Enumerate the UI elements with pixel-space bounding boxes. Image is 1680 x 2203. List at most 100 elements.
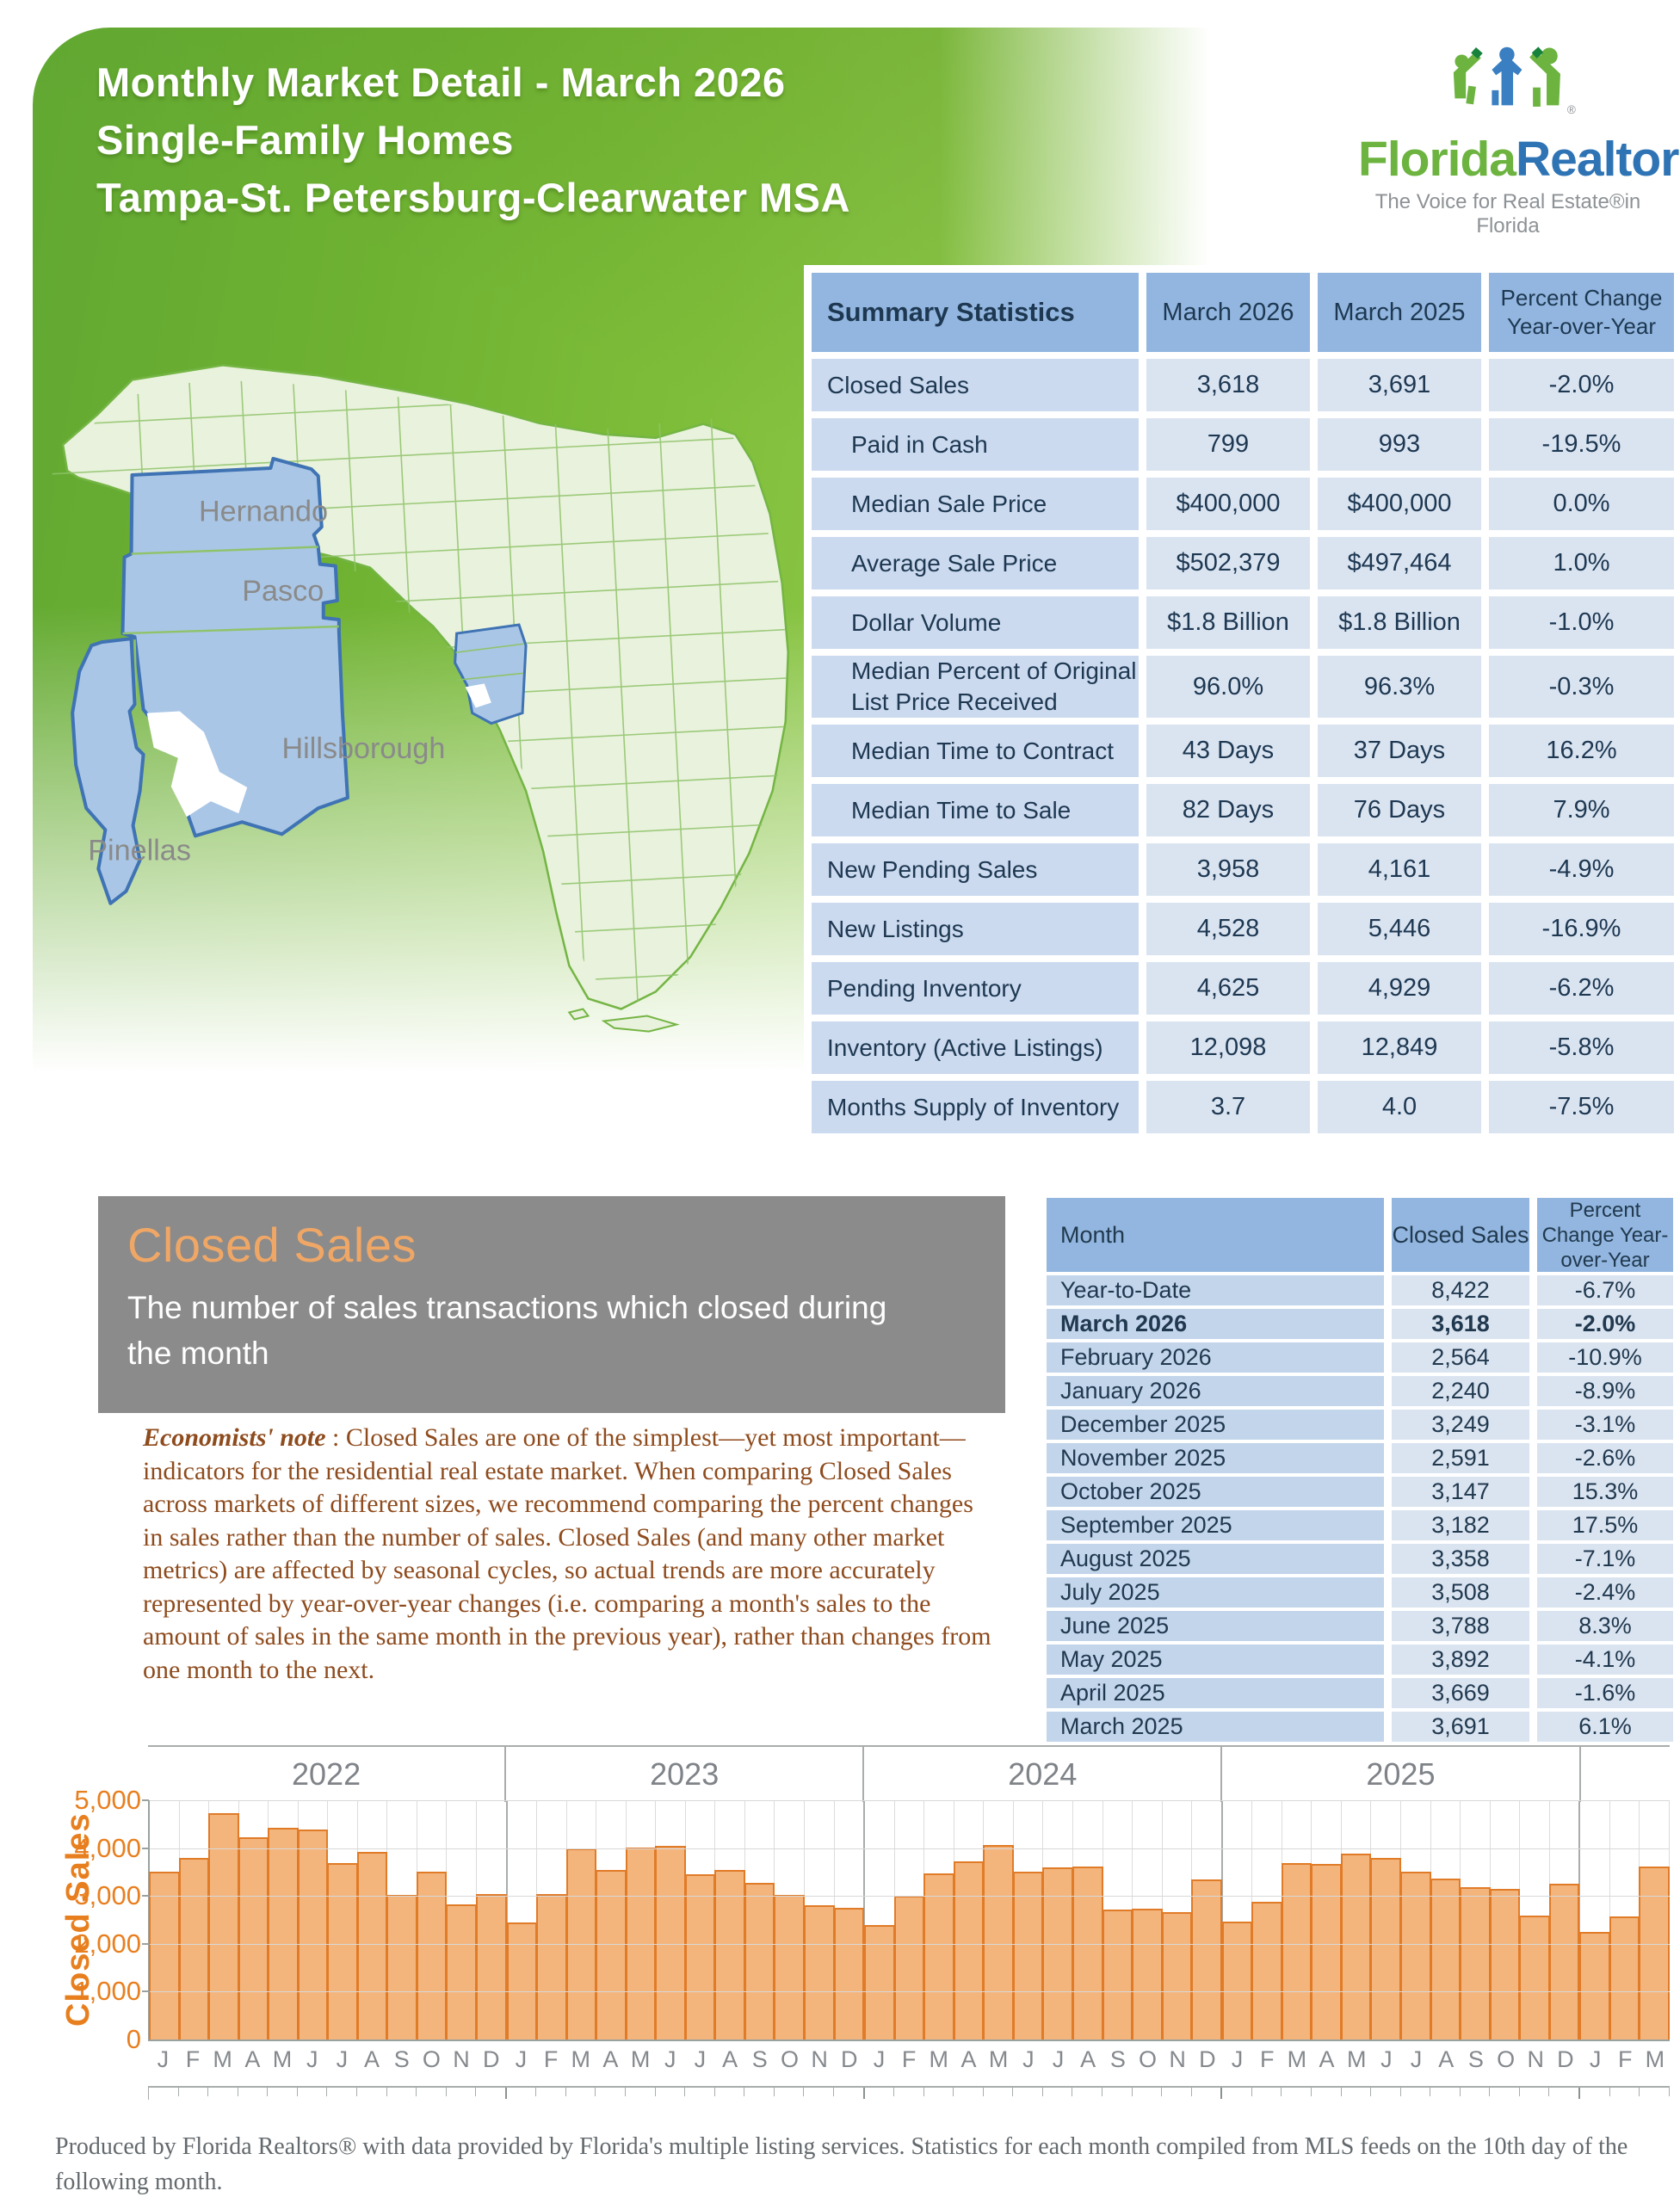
bar-cell: [1221, 1800, 1253, 2039]
bar-cell: [565, 1800, 597, 2039]
bar-cell: [684, 1800, 716, 2039]
footer-line-1: Produced by Florida Realtors® with data …: [55, 2133, 1628, 2195]
month-tick-label: A: [364, 2046, 380, 2072]
monthly-row-sales: 3,508: [1392, 1577, 1529, 1608]
month-tick-label: A: [1080, 2046, 1096, 2072]
summary-value-2026: 4,528: [1146, 903, 1310, 955]
summary-row-label: New Listings: [812, 903, 1139, 955]
monthly-closed-sales-table: Month Closed Sales Percent Change Year-o…: [1040, 1191, 1680, 1749]
bar: [356, 1852, 388, 2039]
monthly-header-month: Month: [1047, 1198, 1384, 1272]
month-tick-label: D: [1557, 2046, 1574, 2072]
ruler-tick: [476, 2088, 507, 2099]
summary-value-2026: 43 Days: [1146, 725, 1310, 777]
bar-cell: [356, 1800, 388, 2039]
horizontal-gridline: [142, 1990, 1670, 1993]
monthly-row-pct: 8.3%: [1537, 1611, 1673, 1641]
summary-percent-change: 7.9%: [1489, 784, 1674, 836]
economists-note: Economists' note : Closed Sales are one …: [143, 1423, 991, 1684]
month-tick-label: J: [515, 2046, 528, 2072]
month-tick-label: M: [1346, 2046, 1367, 2072]
bar-cell: [1042, 1800, 1073, 2039]
summary-value-2026: 3,958: [1146, 843, 1310, 896]
bar-cell: [1609, 1800, 1640, 2039]
section-subtitle: The number of sales transactions which c…: [127, 1290, 887, 1371]
county-label-hillsborough: Hillsborough: [281, 732, 445, 765]
title-line-3: Tampa-St. Petersburg-Clearwater MSA: [96, 175, 850, 220]
bar-cell: [1579, 1800, 1610, 2039]
ruler-tick: [1222, 2088, 1252, 2096]
month-tick-label: S: [1467, 2046, 1484, 2072]
bar-cell: [923, 1800, 954, 2039]
monthly-row-sales: 3,182: [1392, 1510, 1529, 1540]
bar: [1311, 1864, 1342, 2039]
monthly-row-sales: 3,669: [1392, 1678, 1529, 1708]
summary-percent-change: 16.2%: [1489, 725, 1674, 777]
inset-county-borders: [122, 546, 339, 708]
ruler-tick: [417, 2088, 447, 2096]
month-tick-label: F: [901, 2046, 917, 2072]
summary-value-2026: 799: [1146, 418, 1310, 471]
monthly-row-pct: -2.0%: [1537, 1309, 1673, 1339]
bar: [864, 1924, 895, 2039]
bar: [1340, 1853, 1372, 2039]
summary-header-march-2025: March 2025: [1318, 273, 1481, 352]
summary-header-march-2026: March 2026: [1146, 273, 1310, 352]
summary-value-2025: $497,464: [1318, 537, 1481, 589]
bar-cell: [208, 1800, 239, 2039]
bar-cell: [1161, 1800, 1193, 2039]
summary-value-2025: 3,691: [1318, 359, 1481, 411]
ruler-tick: [208, 2088, 238, 2096]
monthly-row-month: November 2025: [1047, 1443, 1384, 1473]
summary-row-label: Median Time to Contract: [812, 725, 1139, 777]
summary-row-label: Median Time to Sale: [812, 784, 1139, 836]
month-tick-label: O: [1139, 2046, 1158, 2072]
ruler-tick: [1252, 2088, 1282, 2096]
summary-percent-change: 1.0%: [1489, 537, 1674, 589]
ruler-tick: [1549, 2088, 1580, 2099]
bar: [1489, 1889, 1521, 2039]
monthly-row-pct: -4.1%: [1537, 1645, 1673, 1675]
monthly-row-sales: 3,892: [1392, 1645, 1529, 1675]
ruler-tick: [1043, 2088, 1073, 2096]
bar: [774, 1895, 806, 2039]
monthly-row-month: February 2026: [1047, 1342, 1384, 1373]
ruler-tick: [1580, 2088, 1610, 2096]
bar: [476, 1893, 507, 2039]
month-tick-label: A: [960, 2046, 977, 2072]
ruler-tick: [1192, 2088, 1223, 2099]
bar-cell: [1072, 1800, 1103, 2039]
bar-cell: [1639, 1800, 1670, 2039]
summary-percent-change: -4.9%: [1489, 843, 1674, 896]
year-label-segment: [1581, 1747, 1671, 1802]
summary-percent-change: -2.0%: [1489, 359, 1674, 411]
month-tick-label: J: [1231, 2046, 1244, 2072]
economists-note-text: Closed Sales are one of the simplest—yet…: [143, 1423, 991, 1684]
bar-cell: [1132, 1800, 1163, 2039]
month-tick-label: A: [244, 2046, 261, 2072]
month-tick-label: A: [1438, 2046, 1455, 2072]
monthly-row-sales: 3,358: [1392, 1544, 1529, 1574]
month-tick-label: A: [602, 2046, 619, 2072]
summary-row-label: Inventory (Active Listings): [812, 1021, 1139, 1074]
bar: [1639, 1866, 1670, 2039]
month-tick-label: F: [1618, 2046, 1633, 2072]
monthly-row-pct: 6.1%: [1537, 1712, 1673, 1742]
bar: [804, 1905, 835, 2039]
monthly-header-percent-change: Percent Change Year-over-Year: [1537, 1198, 1673, 1272]
summary-value-2026: $502,379: [1146, 537, 1310, 589]
monthly-row-pct: -6.7%: [1537, 1275, 1673, 1305]
month-tick-label: F: [185, 2046, 201, 2072]
summary-percent-change: -6.2%: [1489, 962, 1674, 1015]
ruler-tick: [566, 2088, 596, 2096]
bar-cell: [744, 1800, 775, 2039]
month-tick-label: M: [630, 2046, 651, 2072]
monthly-row-pct: -7.1%: [1537, 1544, 1673, 1574]
bar-cell: [953, 1800, 985, 2039]
bar: [1281, 1862, 1312, 2039]
summary-value-2026: $1.8 Billion: [1146, 596, 1310, 649]
summary-value-2025: $1.8 Billion: [1318, 596, 1481, 649]
bar-cell: [1548, 1800, 1581, 2039]
bar-cell: [1311, 1800, 1342, 2039]
